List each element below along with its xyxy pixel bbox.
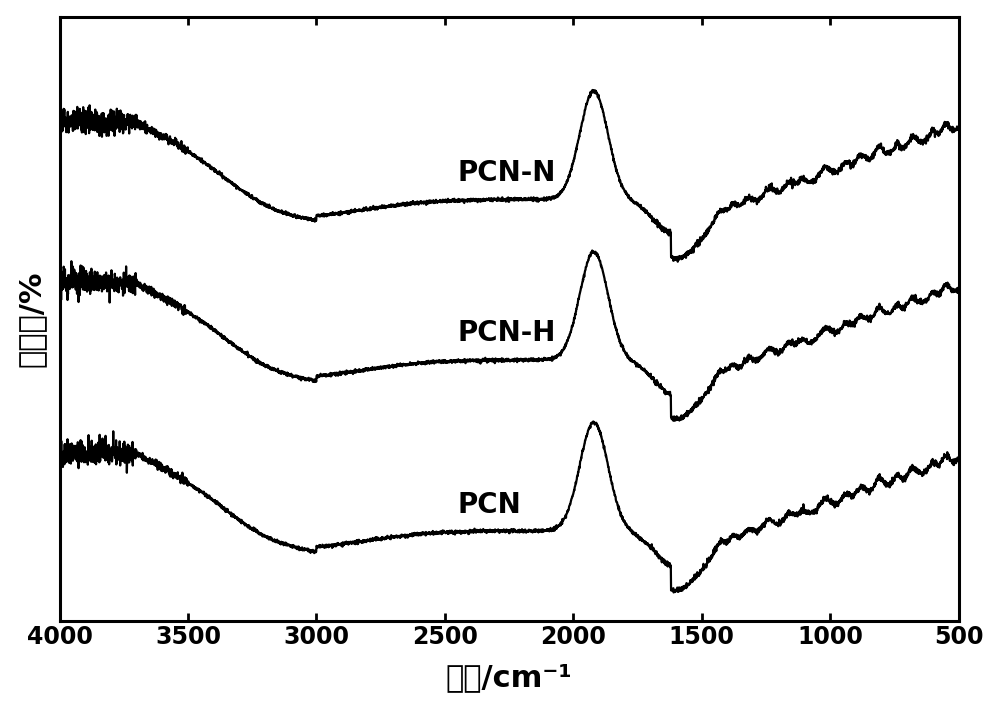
Text: PCN-H: PCN-H bbox=[458, 318, 556, 347]
Text: PCN: PCN bbox=[458, 491, 521, 519]
Text: PCN-N: PCN-N bbox=[458, 160, 556, 187]
X-axis label: 波数/cm⁻¹: 波数/cm⁻¹ bbox=[446, 664, 572, 692]
Y-axis label: 透射率/%: 透射率/% bbox=[17, 270, 46, 367]
